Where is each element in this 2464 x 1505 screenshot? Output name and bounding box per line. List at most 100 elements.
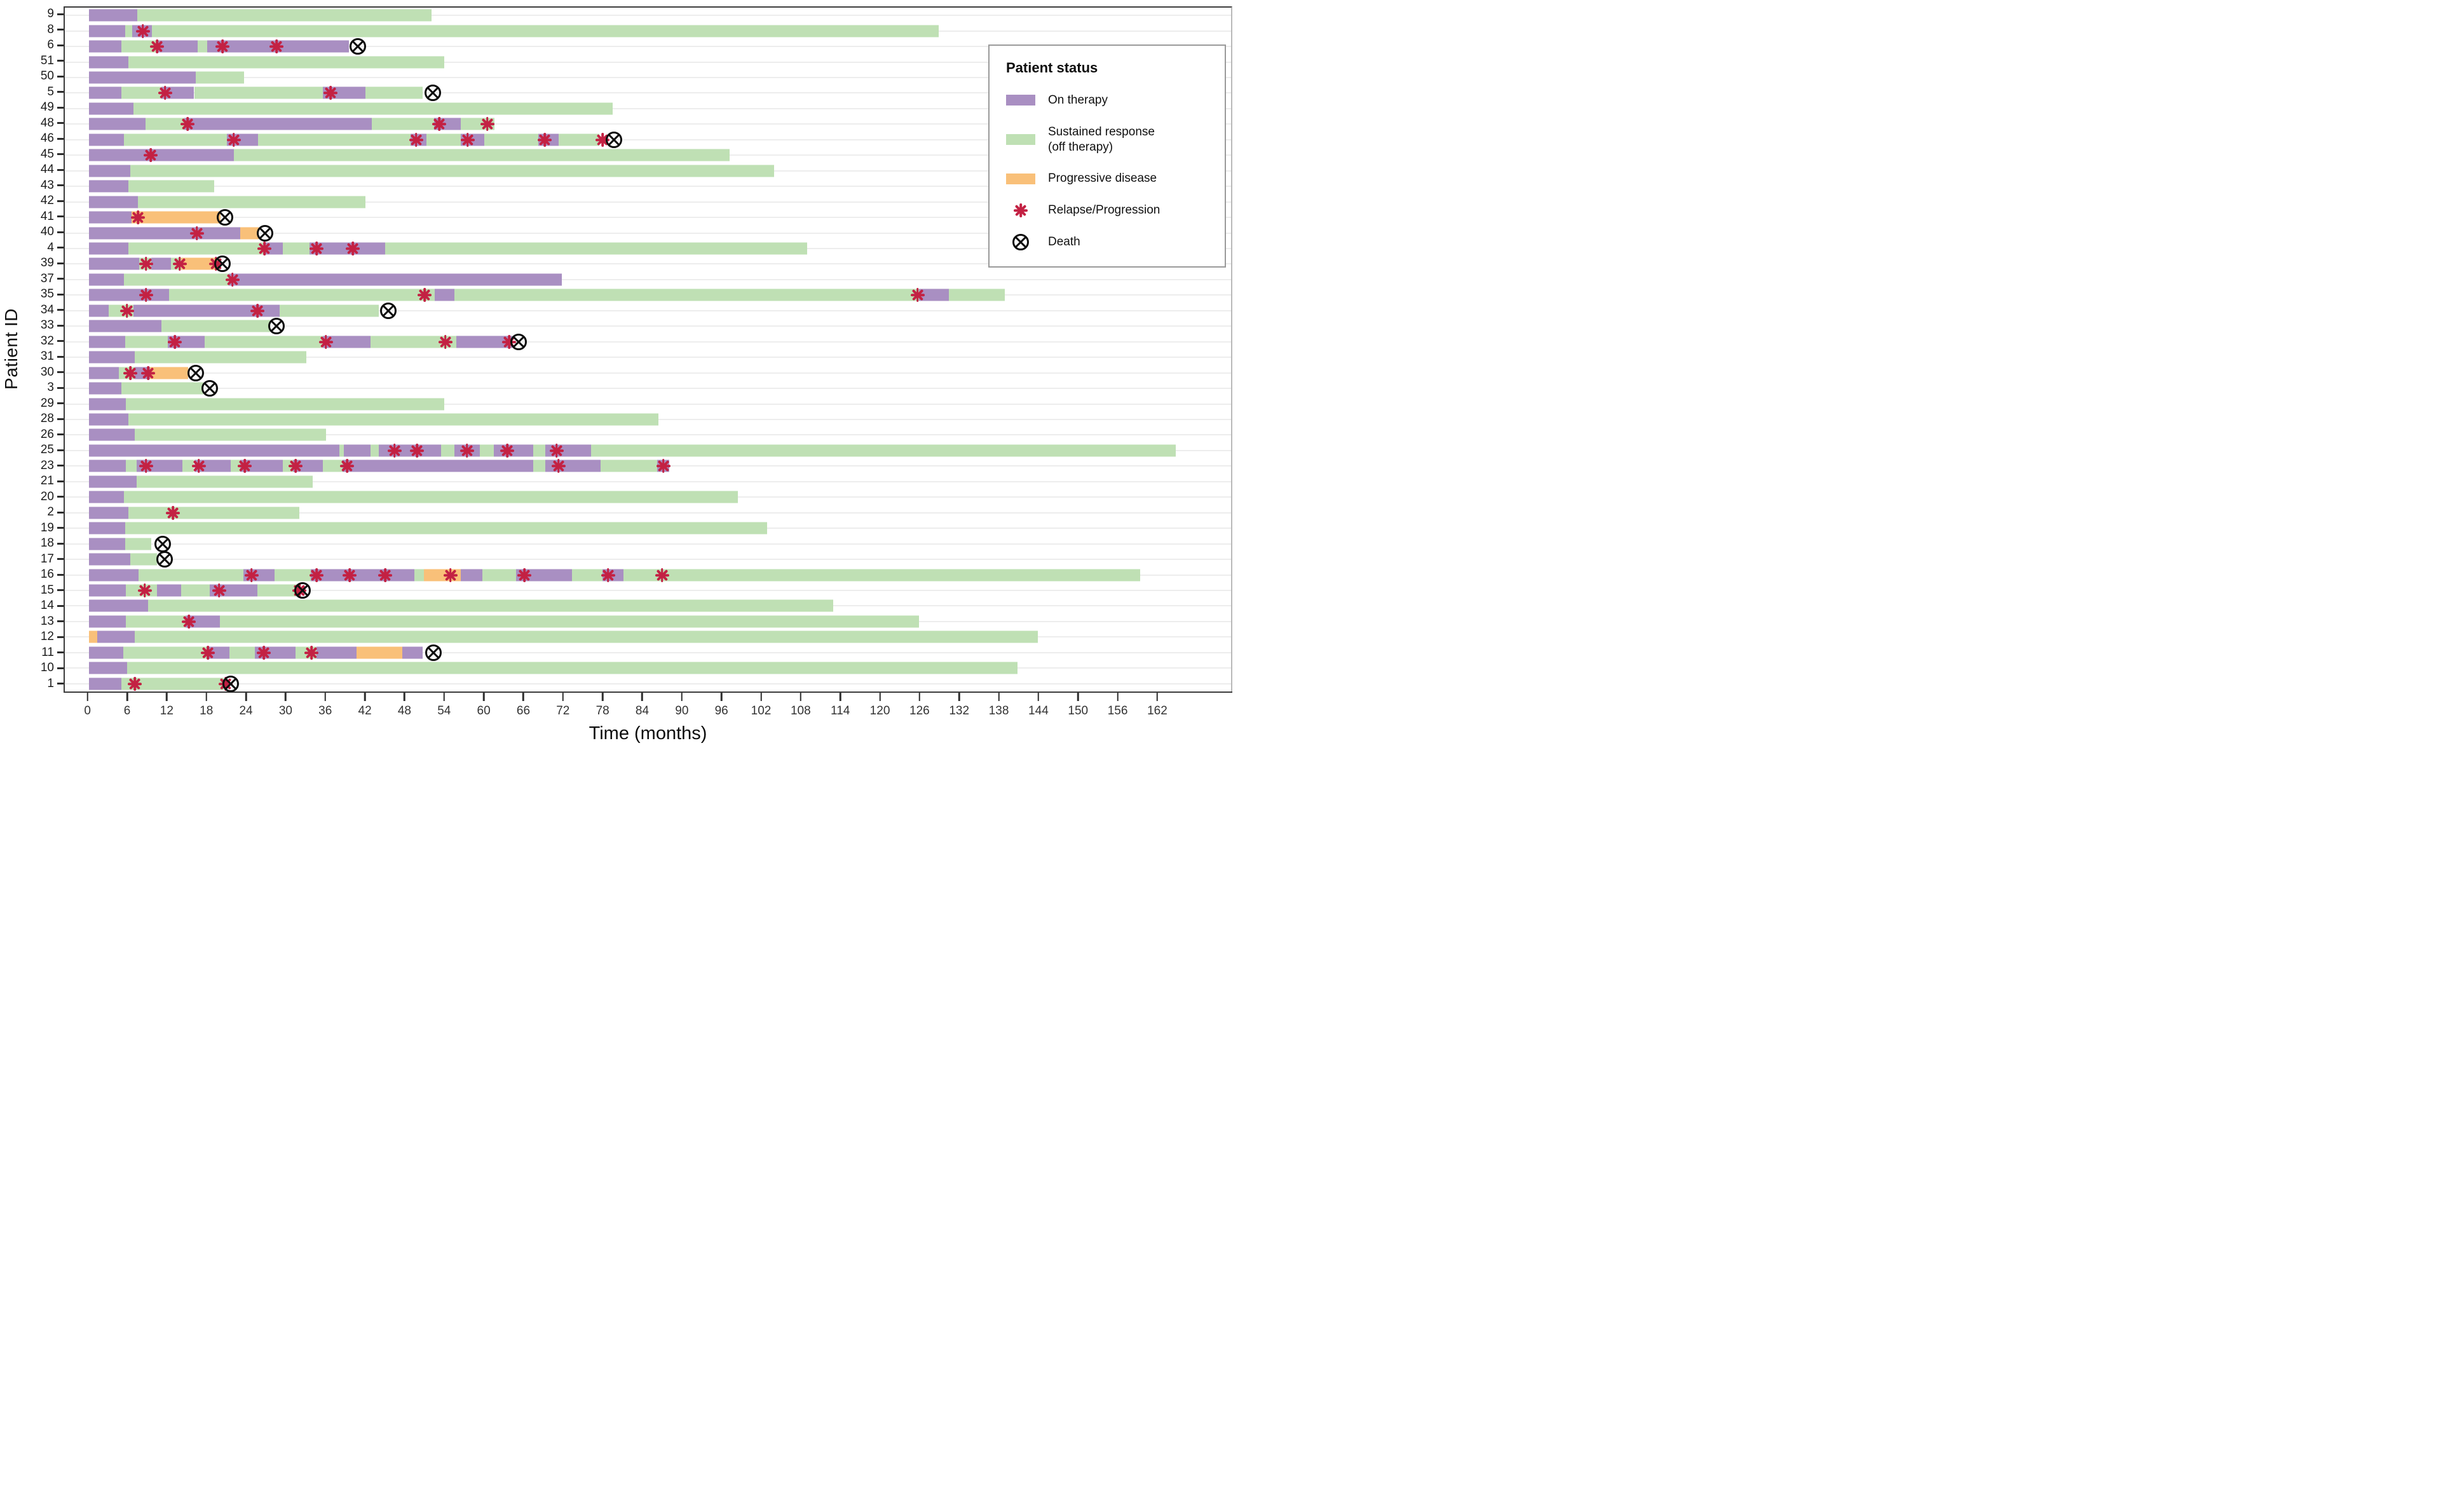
segment-on-therapy xyxy=(97,630,135,643)
segment-progressive-disease xyxy=(240,227,259,240)
segment-sustained-response xyxy=(125,538,152,550)
segment-on-therapy xyxy=(456,336,513,348)
relapse-marker-icon xyxy=(318,334,333,349)
patient-id-label: 9 xyxy=(23,6,64,22)
segment-on-therapy xyxy=(88,180,128,193)
patient-id-label: 49 xyxy=(23,100,64,116)
x-axis-tick-label: 12 xyxy=(160,704,174,718)
y-axis-tick xyxy=(57,527,64,529)
segment-sustained-response xyxy=(365,86,423,99)
row-gridline xyxy=(65,357,1231,358)
segment-sustained-response xyxy=(135,428,326,441)
patient-id-label: 37 xyxy=(23,271,64,287)
patient-id-text: 6 xyxy=(47,38,54,52)
relapse-marker-icon xyxy=(1014,203,1028,218)
x-axis-tick xyxy=(800,693,802,701)
patient-id-text: 15 xyxy=(40,583,54,597)
row-gridline xyxy=(65,263,1231,265)
x-axis: Time (months) 0 6 12 18 24 30 36 42 48 54 60 66 72 78… xyxy=(64,691,1232,747)
y-axis-tick xyxy=(57,309,64,311)
relapse-marker-icon xyxy=(180,117,195,132)
segment-on-therapy xyxy=(88,351,135,364)
patient-id-text: 51 xyxy=(40,53,54,67)
segment-on-therapy xyxy=(88,242,128,255)
relapse-marker-icon xyxy=(172,257,187,271)
relapse-marker-icon xyxy=(596,132,610,147)
patient-id-text: 43 xyxy=(40,178,54,192)
patient-id-label: 6 xyxy=(23,37,64,53)
segment-on-therapy xyxy=(343,444,371,457)
x-axis-tick-label: 90 xyxy=(675,704,689,718)
y-axis-tick xyxy=(57,402,64,405)
death-marker-icon xyxy=(214,255,231,273)
segment-sustained-response xyxy=(147,599,834,612)
patient-row xyxy=(65,318,1231,335)
patient-row xyxy=(65,38,1231,55)
segment-sustained-response xyxy=(482,569,517,582)
x-axis-tick-label: 30 xyxy=(278,704,292,718)
segment-on-therapy xyxy=(88,25,125,37)
legend-item-label: On therapy xyxy=(1048,93,1108,107)
patient-row xyxy=(65,194,1231,209)
death-marker-icon xyxy=(294,582,311,599)
relapse-marker-icon xyxy=(225,272,240,287)
patient-row xyxy=(65,163,1231,179)
death-marker-icon xyxy=(217,209,234,226)
y-axis-tick xyxy=(57,355,64,358)
segment-sustained-response xyxy=(128,507,300,519)
segment-sustained-response xyxy=(454,289,919,301)
relapse-marker-icon xyxy=(139,257,153,271)
relapse-marker-icon xyxy=(123,365,137,380)
segment-on-therapy xyxy=(88,444,339,457)
patient-row xyxy=(65,412,1231,427)
segment-sustained-response xyxy=(533,444,546,457)
patient-id-label: 19 xyxy=(23,521,64,536)
relapse-marker-icon xyxy=(128,676,142,691)
patient-id-text: 18 xyxy=(40,536,54,550)
x-axis-tick-label: 120 xyxy=(869,704,890,718)
y-axis-title-column: Patient ID xyxy=(0,6,23,691)
row-gridline xyxy=(65,77,1231,79)
patient-id-text: 9 xyxy=(47,7,54,21)
patient-row xyxy=(65,333,1231,350)
patient-id-text: 46 xyxy=(40,132,54,146)
y-axis-tick xyxy=(57,558,64,561)
patient-id-label: 43 xyxy=(23,178,64,194)
patient-row xyxy=(65,458,1231,473)
x-axis-tick xyxy=(998,693,1000,701)
legend-death-mark xyxy=(1006,234,1035,251)
patient-row xyxy=(65,179,1231,194)
segment-on-therapy xyxy=(88,149,234,161)
segment-on-therapy xyxy=(918,289,949,301)
y-axis-tick xyxy=(57,91,64,93)
y-axis-tick xyxy=(57,184,64,187)
segment-on-therapy xyxy=(317,646,357,659)
segment-sustained-response xyxy=(372,118,434,130)
x-axis-tick-label: 60 xyxy=(477,704,491,718)
x-axis-tick xyxy=(918,693,921,701)
patient-id-label: 46 xyxy=(23,131,64,147)
patient-id-text: 12 xyxy=(40,630,54,644)
segment-on-therapy xyxy=(88,475,137,488)
patient-id-label: 51 xyxy=(23,53,64,69)
y-axis-tick xyxy=(57,480,64,482)
segment-sustained-response xyxy=(121,40,157,53)
segment-sustained-response xyxy=(197,40,208,53)
patient-id-text: 4 xyxy=(47,240,54,254)
relapse-marker-icon xyxy=(166,505,180,520)
patient-id-label: 13 xyxy=(23,614,64,630)
patient-id-label: 40 xyxy=(23,224,64,240)
patient-row xyxy=(65,70,1231,85)
y-axis-tick xyxy=(57,13,64,15)
y-axis-tick xyxy=(57,449,64,451)
patient-id-text: 37 xyxy=(40,271,54,285)
segment-sustained-response xyxy=(133,102,613,115)
x-axis-tick-label: 114 xyxy=(831,704,850,718)
relapse-marker-icon xyxy=(340,459,355,473)
segment-sustained-response xyxy=(138,196,366,208)
legend-swatch-G xyxy=(1006,134,1035,146)
x-axis-tick-label: 84 xyxy=(635,704,650,718)
patient-row xyxy=(65,85,1231,102)
segment-on-therapy xyxy=(88,86,122,99)
y-axis-tick xyxy=(57,247,64,249)
